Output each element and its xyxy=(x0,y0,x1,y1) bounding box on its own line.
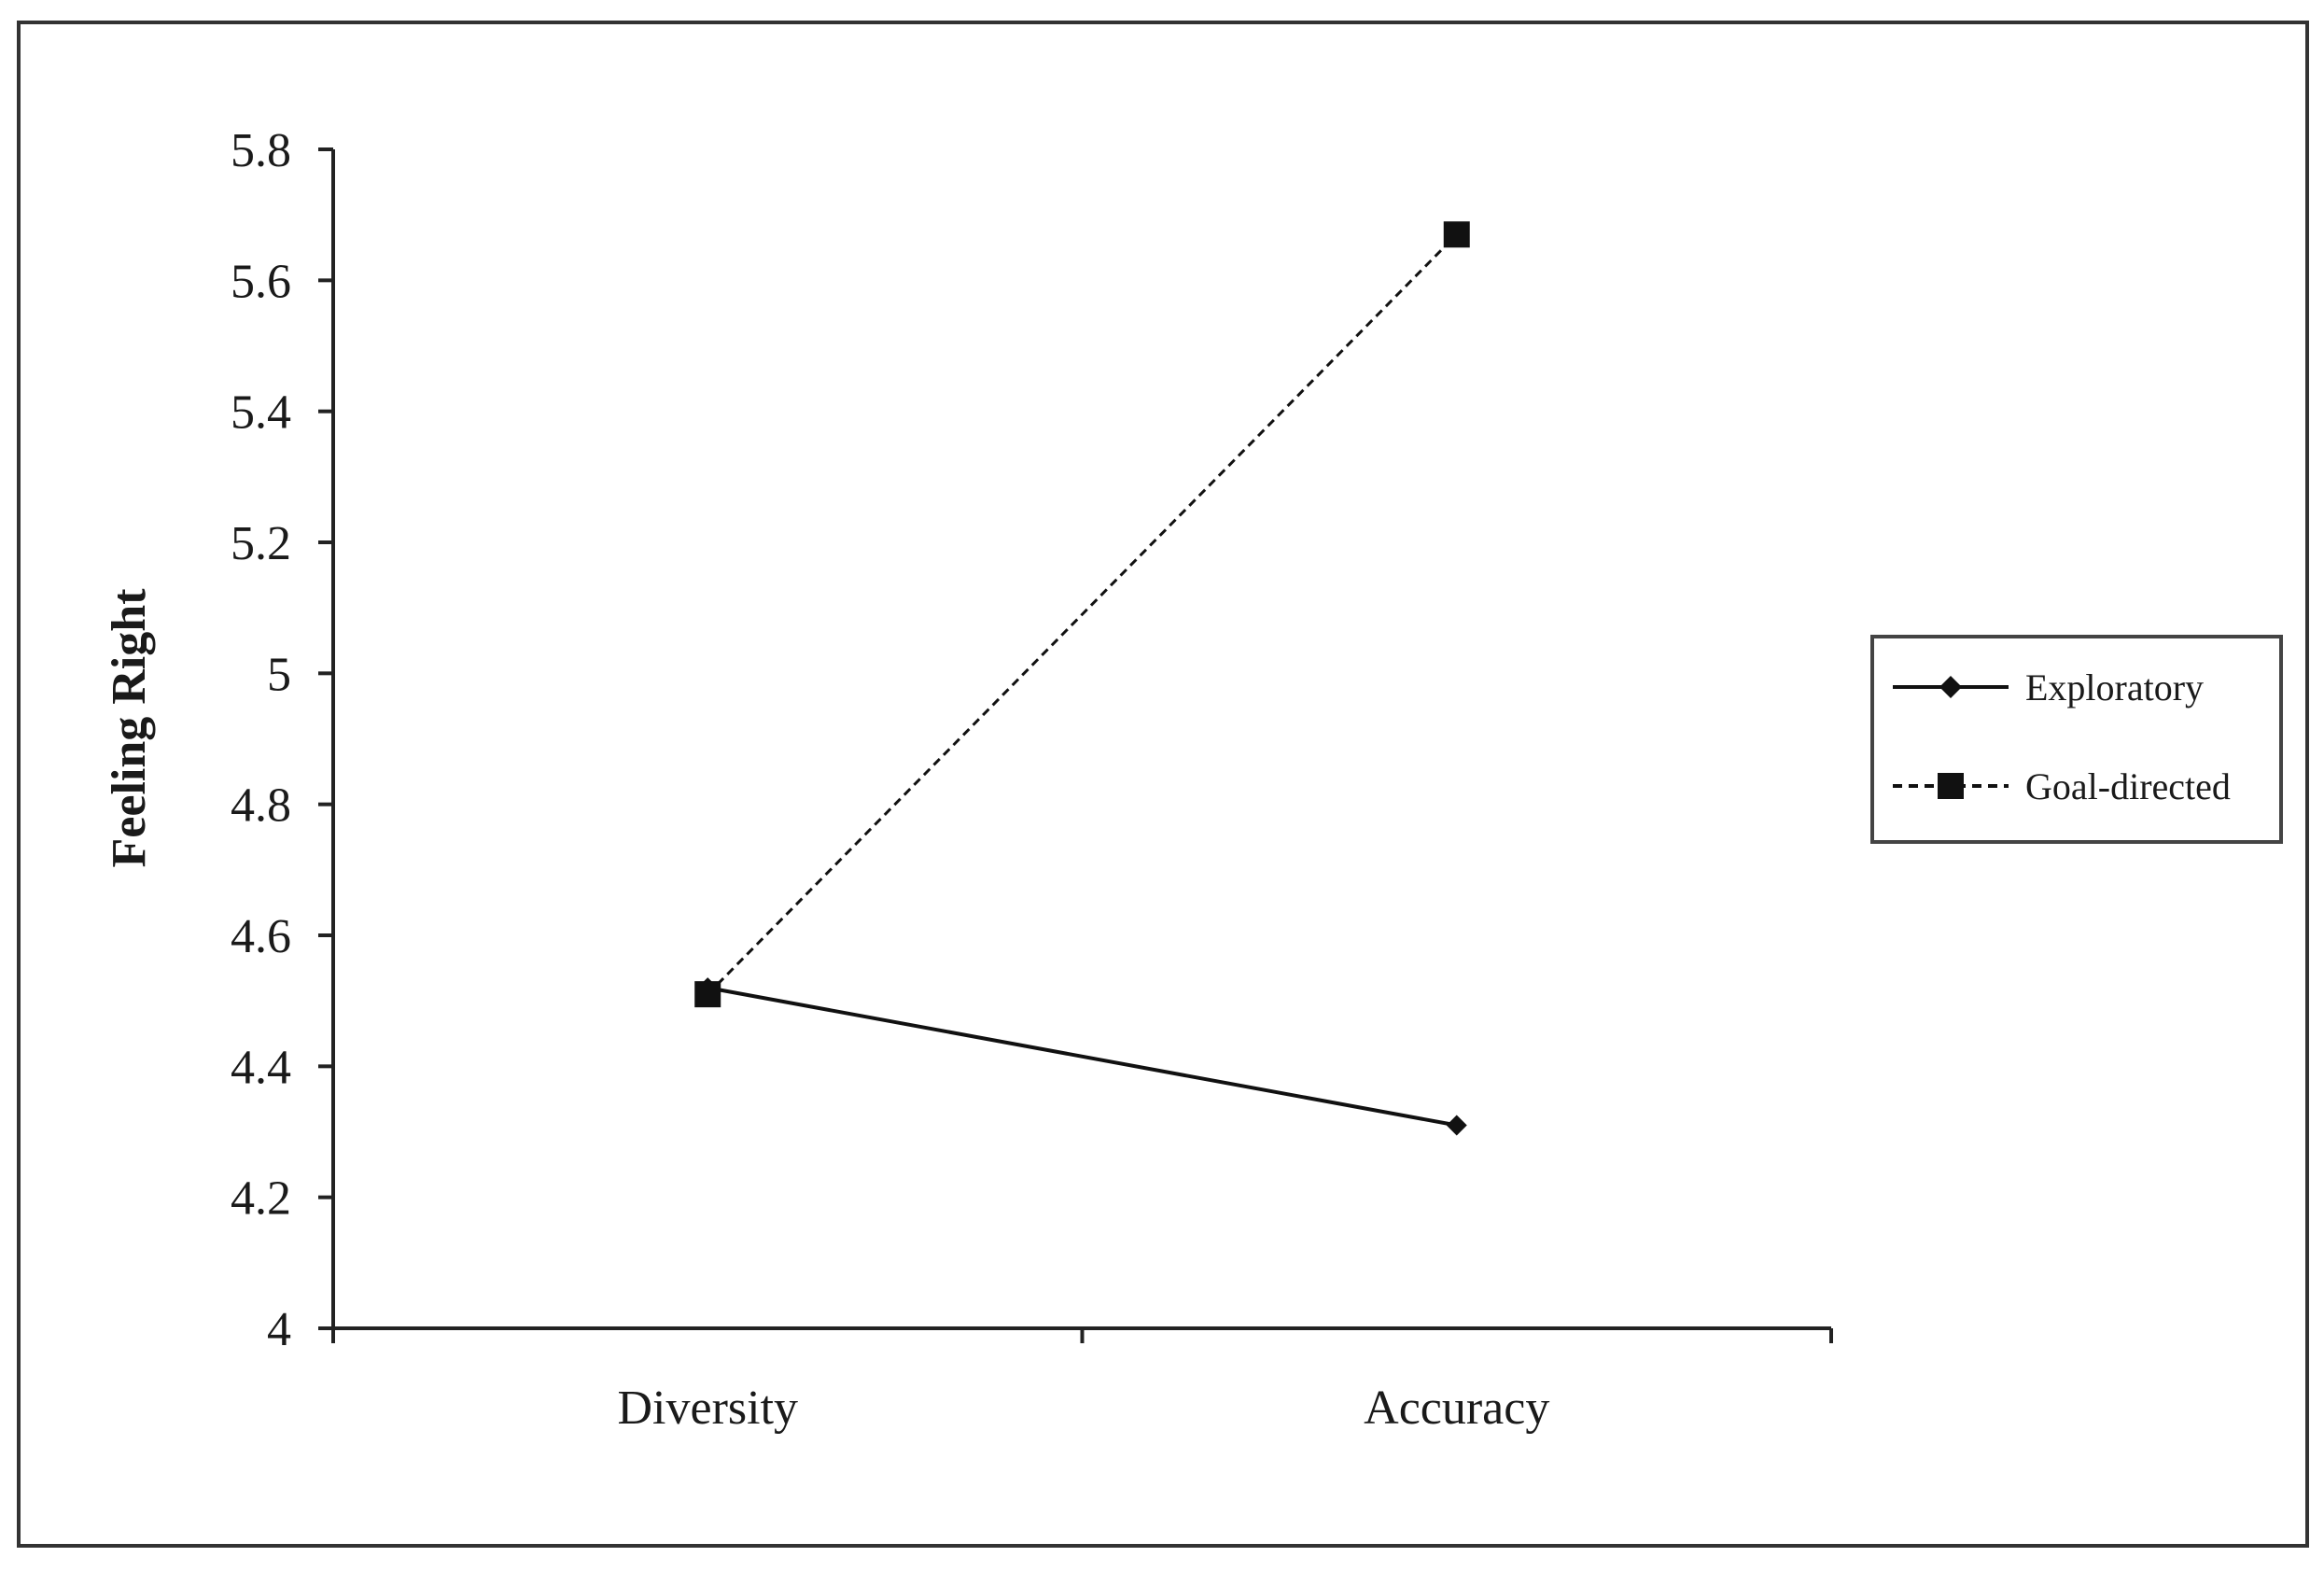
data-point-goal-directed-accuracy xyxy=(1443,221,1470,248)
legend-exploratory-label: Exploratory xyxy=(2025,666,2204,708)
y-tick-label: 5.2 xyxy=(231,517,291,570)
y-tick-label: 4.4 xyxy=(231,1041,291,1094)
y-tick-label: 5.4 xyxy=(231,386,291,440)
legend: Exploratory Goal-directed xyxy=(1870,635,2283,844)
y-tick-label: 5 xyxy=(267,648,291,701)
legend-box xyxy=(1870,635,2283,844)
y-tick-label: 4.8 xyxy=(231,779,291,833)
y-axis-label: Feeling Right xyxy=(103,588,156,868)
series-line-goal-directed xyxy=(707,233,1458,996)
y-tick-label: 4.6 xyxy=(231,910,291,963)
series-markers xyxy=(694,221,1470,1136)
series-line-exploratory xyxy=(707,986,1458,1128)
legend-item-goal-directed: Goal-directed xyxy=(1893,765,2231,807)
legend-goal-directed-label: Goal-directed xyxy=(2025,765,2231,807)
y-tick-label: 4.2 xyxy=(231,1172,291,1226)
legend-item-exploratory: Exploratory xyxy=(1893,666,2204,708)
x-tick-label-accuracy: Accuracy xyxy=(1364,1382,1549,1435)
x-tick-label-diversity: Diversity xyxy=(617,1382,798,1435)
series-lines xyxy=(707,233,1458,1128)
legend-goal-directed-square-marker xyxy=(1938,773,1964,799)
data-point-exploratory-accuracy xyxy=(1446,1115,1467,1136)
data-point-goal-directed-diversity xyxy=(694,981,721,1008)
y-ticks: 4 4.2 4.4 4.6 4.8 5 5.2 5.4 5.6 5.8 xyxy=(231,124,333,1356)
y-tick-label: 5.8 xyxy=(231,124,291,177)
y-tick-label: 5.6 xyxy=(231,255,291,308)
legend-exploratory-diamond-marker xyxy=(1939,676,1962,698)
y-tick-label: 4 xyxy=(267,1303,291,1356)
axes: Diversity Accuracy xyxy=(331,149,1833,1435)
